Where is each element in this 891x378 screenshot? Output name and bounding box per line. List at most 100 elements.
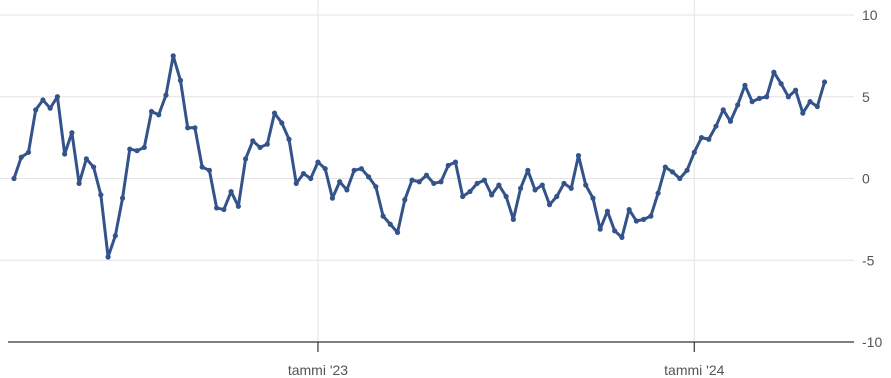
data-point: [112, 233, 118, 239]
y-axis-labels: 10 5 0 -5 -10: [862, 7, 882, 350]
data-point: [749, 99, 755, 105]
data-point: [648, 213, 654, 219]
data-point: [387, 221, 393, 227]
data-point: [308, 175, 314, 182]
data-point: [597, 226, 603, 232]
data-point: [286, 136, 292, 142]
data-point: [177, 77, 184, 83]
data-point: [546, 202, 553, 208]
data-point: [821, 79, 828, 85]
data-point: [735, 102, 741, 108]
data-point: [612, 228, 618, 234]
data-point: [119, 195, 126, 201]
data-point: [554, 193, 560, 200]
x-tick-label: tammi '23: [288, 362, 348, 378]
data-point: [148, 108, 155, 115]
data-point: [40, 97, 46, 103]
data-point: [214, 205, 220, 211]
data-point: [698, 135, 705, 141]
data-point: [539, 182, 545, 188]
data-point: [460, 193, 466, 200]
data-point: [257, 144, 263, 151]
data-point: [322, 166, 328, 172]
data-point: [105, 254, 111, 260]
data-point: [264, 141, 270, 147]
data-point: [293, 180, 299, 187]
data-point: [575, 153, 582, 159]
y-tick-label: -5: [862, 252, 875, 268]
x-tick-label: tammi '24: [664, 362, 724, 378]
data-point: [756, 95, 763, 101]
data-point: [54, 94, 61, 100]
series-line: [12, 54, 827, 259]
data-point: [11, 175, 17, 182]
data-point: [373, 184, 379, 190]
data-point: [25, 149, 32, 155]
data-point: [315, 159, 321, 165]
data-point: [329, 195, 336, 201]
data-point: [409, 177, 415, 183]
data-point: [438, 179, 444, 185]
data-point: [503, 193, 509, 200]
data-point: [380, 213, 386, 219]
data-point: [199, 164, 205, 170]
data-point: [481, 177, 488, 183]
data-point: [619, 234, 625, 240]
data-point: [394, 229, 401, 236]
data-point: [800, 110, 806, 116]
data-point: [344, 187, 350, 193]
data-point: [814, 103, 820, 110]
data-point: [764, 94, 770, 100]
data-point: [416, 179, 422, 185]
data-point: [467, 188, 473, 195]
data-point: [423, 172, 430, 178]
data-point: [358, 166, 364, 172]
data-point: [445, 162, 451, 169]
data-point: [713, 123, 719, 129]
data-point: [250, 138, 256, 144]
data-point: [561, 180, 567, 187]
data-point: [206, 167, 212, 173]
data-point: [793, 87, 799, 93]
data-point: [300, 170, 307, 177]
data-point: [778, 81, 784, 87]
data-point: [170, 53, 176, 59]
data-point: [684, 167, 690, 173]
x-axis-ticks: tammi '23 tammi '24: [288, 342, 725, 378]
data-point: [633, 218, 639, 224]
data-point: [337, 179, 343, 185]
data-point: [163, 92, 169, 98]
data-point: [583, 182, 589, 188]
data-point: [156, 112, 162, 118]
data-point: [76, 180, 82, 187]
data-point: [69, 130, 75, 136]
data-point: [402, 197, 408, 203]
data-point: [18, 154, 24, 160]
data-point: [47, 105, 53, 111]
data-point: [525, 167, 531, 173]
data-point: [655, 190, 661, 196]
data-point: [626, 206, 632, 213]
data-point: [669, 169, 676, 175]
data-point: [604, 208, 611, 214]
data-point: [431, 180, 437, 187]
data-point: [279, 120, 285, 126]
grid-lines: [0, 0, 854, 342]
data-point: [496, 182, 502, 188]
data-point: [517, 185, 524, 191]
data-point: [677, 175, 683, 182]
data-point: [221, 206, 227, 213]
data-point: [474, 180, 480, 187]
data-point: [727, 118, 734, 124]
data-point: [720, 107, 726, 113]
data-point: [83, 156, 89, 162]
data-point: [271, 110, 278, 116]
data-point: [141, 144, 147, 151]
data-point: [235, 203, 241, 209]
data-point: [510, 216, 516, 222]
y-tick-label: 10: [862, 7, 878, 23]
data-point: [489, 192, 495, 198]
data-point: [366, 174, 372, 180]
data-point: [192, 125, 198, 131]
